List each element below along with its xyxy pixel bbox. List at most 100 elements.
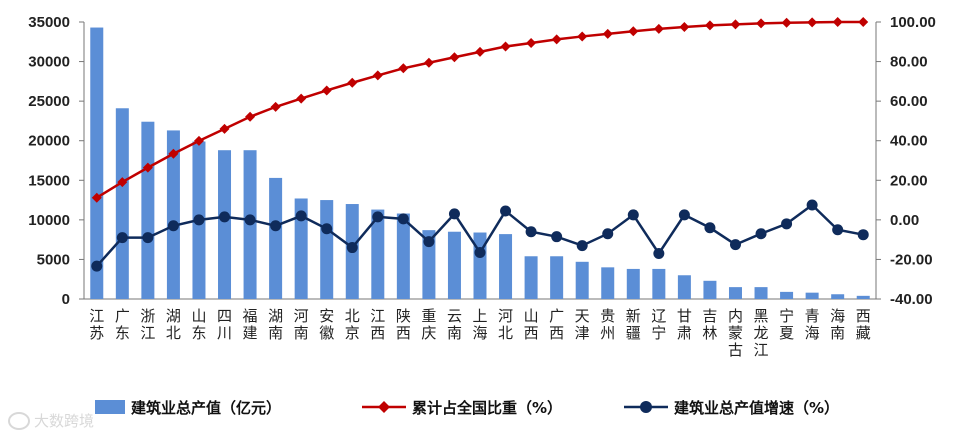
- watermark: 大数跨境: [8, 410, 94, 431]
- category-label: 陕西: [396, 307, 411, 342]
- watermark-logo-icon: [8, 411, 30, 430]
- diamond-point: [526, 37, 537, 48]
- category-label: 北京: [345, 307, 360, 342]
- bar: [141, 121, 155, 299]
- category-label: 江苏: [89, 307, 104, 342]
- legend-item-output: 建筑业总产值（亿元）: [95, 392, 281, 422]
- category-label: 青海: [805, 307, 820, 342]
- category-label: 海南: [830, 307, 845, 342]
- category-label: 辽宁: [651, 307, 666, 342]
- bar: [780, 291, 794, 299]
- y-left-tick-label: 5000: [37, 251, 70, 268]
- diamond-point: [193, 135, 204, 146]
- category-label: 河北: [498, 307, 513, 342]
- y-right-tick-label: 0.00: [890, 212, 919, 229]
- circle-point: [167, 220, 179, 232]
- y-left-tick-label: 0: [62, 291, 70, 308]
- circle-point: [474, 247, 486, 259]
- circle-point: [321, 223, 333, 235]
- circle-point: [500, 205, 512, 217]
- circle-point: [678, 209, 690, 221]
- bar-series: [90, 27, 870, 299]
- circle-point: [193, 214, 205, 226]
- bar: [601, 267, 615, 299]
- category-label: 甘肃: [677, 307, 692, 342]
- diamond-point: [372, 70, 383, 81]
- legend-label-output: 建筑业总产值（亿元）: [131, 398, 282, 417]
- category-label: 广东: [115, 307, 130, 342]
- circle-point: [781, 218, 793, 230]
- diamond-point: [423, 57, 434, 68]
- legend-label-growth: 建筑业总产值增速（%）: [674, 398, 840, 417]
- category-label: 江西: [370, 307, 385, 342]
- diamond-point: [219, 123, 230, 134]
- diamond-point: [653, 23, 664, 34]
- circle-point: [576, 240, 588, 252]
- bar: [652, 268, 666, 299]
- chart: 0 5000 10000 15000 20000 25000 30000 35000 -40.0…: [28, 14, 936, 359]
- diamond-point: [321, 85, 332, 96]
- diamond-point: [168, 148, 179, 159]
- circle-point: [551, 231, 563, 243]
- diamond-point: [91, 192, 102, 203]
- circle-point: [602, 228, 614, 240]
- diamond-point: [500, 41, 511, 52]
- diamond-point: [117, 177, 128, 188]
- growth-rate-series: [91, 199, 869, 272]
- bar: [626, 268, 640, 299]
- y-right-tick-label: -40.00: [890, 291, 933, 308]
- circle-point: [755, 228, 767, 240]
- bar: [371, 209, 385, 299]
- category-label: 天津: [575, 307, 590, 342]
- category-label: 安徽: [319, 307, 334, 342]
- circle-point: [397, 213, 409, 225]
- bar: [396, 213, 410, 299]
- circle-point: [116, 232, 128, 244]
- bar: [805, 292, 819, 299]
- diamond-point: [577, 31, 588, 42]
- bar: [218, 150, 232, 299]
- diamond-point: [245, 111, 256, 122]
- bar: [422, 230, 436, 299]
- y-right-tick-label: 40.00: [890, 133, 928, 150]
- circle-point: [704, 222, 716, 234]
- category-label: 新疆: [626, 307, 641, 342]
- diamond-point: [704, 20, 715, 31]
- bar: [115, 108, 129, 299]
- diamond-point: [475, 46, 485, 57]
- diamond-point: [270, 101, 281, 112]
- category-label: 云南: [447, 307, 462, 342]
- circle-point: [525, 226, 537, 238]
- category-label: 山东: [191, 307, 206, 342]
- circle-point: [729, 239, 741, 251]
- legend-swatch-cumulative: [362, 401, 406, 413]
- category-label: 宁夏: [779, 307, 794, 342]
- diamond-point: [781, 17, 792, 28]
- y-right-tick-label: 80.00: [890, 54, 928, 71]
- diamond-point: [551, 34, 562, 45]
- bar: [754, 287, 768, 299]
- diamond-point: [347, 77, 358, 88]
- category-label: 上海: [472, 307, 487, 342]
- category-label: 浙江: [140, 307, 155, 342]
- y-left-tick-label: 10000: [28, 212, 70, 229]
- bar: [524, 256, 538, 299]
- category-label: 福建: [243, 307, 258, 342]
- legend-item-growth: 建筑业总产值增速（%）: [624, 392, 839, 422]
- circle-point: [244, 214, 256, 226]
- bar: [703, 280, 717, 299]
- circle-point: [806, 199, 818, 211]
- cumulative-share-series: [91, 17, 869, 203]
- circle-point: [627, 209, 639, 221]
- category-label: 山西: [524, 307, 539, 342]
- circle-point: [372, 211, 384, 223]
- y-left-tick-label: 35000: [28, 14, 70, 31]
- diamond-point: [449, 52, 460, 63]
- category-label: 湖南: [268, 307, 283, 342]
- y-right-tick-label: 60.00: [890, 93, 928, 110]
- diamond-point: [398, 63, 409, 74]
- axes: 0 5000 10000 15000 20000 25000 30000 35000 -40.0…: [28, 14, 936, 308]
- category-label: 吉林: [702, 307, 717, 342]
- bar: [499, 234, 513, 299]
- bar: [831, 294, 845, 299]
